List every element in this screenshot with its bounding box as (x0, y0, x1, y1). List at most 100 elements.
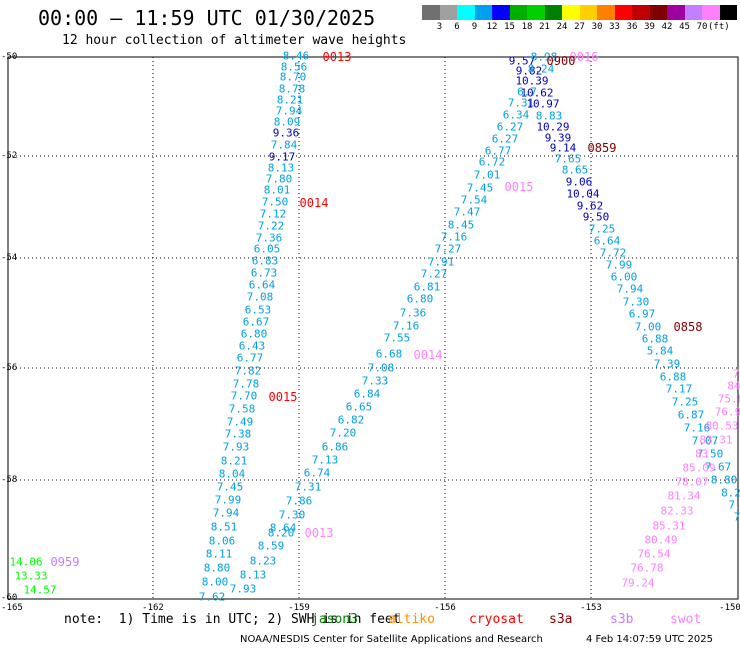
lon-label: -165 (1, 603, 23, 613)
wave-height-value: 6.88 (641, 332, 669, 346)
wave-height-value: 6.27 (491, 132, 519, 146)
legend-label: 27 (574, 22, 585, 32)
wave-height-value: 7.22 (257, 219, 285, 233)
wave-height-value: 6.27 (496, 120, 524, 134)
legend-label: 33 (609, 22, 620, 32)
wave-height-value: 8.46 (282, 49, 310, 63)
wave-height-value: 6.77 (236, 351, 264, 365)
wave-height-value: 7.31 (507, 96, 535, 110)
wave-height-value: 7.13 (311, 453, 339, 467)
legend-label: 21 (539, 22, 550, 32)
wave-height-value: 82.33 (660, 504, 694, 518)
legend-swatch (684, 5, 702, 20)
wave-height-value: 8.98 (530, 50, 558, 64)
wave-height-value: 10.39 (515, 74, 549, 88)
wave-height-value: 8.04 (218, 467, 246, 481)
pass-time-label: 0900 (546, 54, 576, 68)
wave-height-value: 80.49 (644, 533, 678, 547)
wave-height-value: 7.94 (616, 282, 644, 296)
legend-swatch (597, 5, 615, 20)
wave-height-value: 8.56 (280, 60, 308, 74)
wave-height-value: 6.64 (593, 234, 621, 248)
satellite-cryosat: cryosat (469, 612, 524, 627)
wave-height-value: 7.93 (222, 440, 250, 454)
lon-label: -159 (288, 603, 310, 613)
lat-label: -58 (1, 475, 18, 485)
map-title: 00:00 — 11:59 UTC 01/30/2025 (38, 6, 376, 30)
wave-height-value: 8.06 (208, 534, 236, 548)
wave-height-value: 6.65 (345, 400, 373, 414)
color-legend (422, 5, 737, 20)
lat-label: -50 (1, 52, 18, 62)
wave-height-value: 8.09 (273, 115, 301, 129)
wave-height-value: 8.80 (203, 561, 231, 575)
wave-height-value: 84 (727, 379, 740, 393)
color-legend-labels: 3 6 9 12 15 18 21 24 27 30 33 36 39 42 45 70 (422, 22, 740, 34)
satellite-altiko: altiko (388, 612, 435, 627)
wave-height-value: 6.86 (321, 440, 349, 454)
wave-height-value: 8.11 (205, 547, 233, 561)
wave-height-value: 9.36 (272, 126, 300, 140)
wave-height-value: 6.7 (517, 85, 537, 99)
wave-height-value: 6.67 (242, 315, 270, 329)
legend-label: 15 (504, 22, 515, 32)
legend-swatch (492, 5, 510, 20)
wave-height-value: 8.80 (710, 473, 738, 487)
wave-height-value: 6.80 (240, 327, 268, 341)
wave-height-value: 6.82 (337, 413, 365, 427)
wave-height-value: 8.70 (279, 70, 307, 84)
wave-height-value: 10.29 (536, 120, 570, 134)
wave-height-value: 8.2 (721, 486, 740, 500)
wave-height-value: 76.54 (637, 547, 671, 561)
wave-height-value: 7.62 (198, 590, 226, 604)
wave-height-value: 7.54 (460, 193, 488, 207)
wave-height-value: 7.93 (229, 582, 257, 596)
pass-time-label: 0014 (299, 196, 329, 210)
wave-height-value: 85.09 (682, 461, 716, 475)
legend-swatch (562, 5, 580, 20)
wave-height-value: 7.27 (434, 242, 462, 256)
wave-height-value: 7.45 (466, 181, 494, 195)
wave-height-value: 9.50 (582, 210, 610, 224)
wave-height-value: 7.00 (634, 320, 662, 334)
wave-height-value: 7.08 (367, 361, 395, 375)
wave-height-value: 6.00 (610, 270, 638, 284)
wave-height-value: 6.34 (502, 108, 530, 122)
timestamp: 4 Feb 14:07:59 UTC 2025 (586, 634, 713, 645)
wave-height-value: 7.50 (696, 447, 724, 461)
wave-height-value: 9.62 (576, 199, 604, 213)
wave-height-value: 83. (695, 447, 715, 461)
wave-height-value: 8.13 (239, 568, 267, 582)
wave-height-value: 75.8 (717, 392, 740, 406)
wave-height-value: 6.83 (251, 254, 279, 268)
wave-height-value: 7.36 (255, 231, 283, 245)
wave-height-value: 7.31 (294, 480, 322, 494)
legend-swatch (544, 5, 562, 20)
wave-height-value: 7.94 (212, 506, 240, 520)
pass-time-label: 0016 (569, 50, 599, 64)
wave-height-value: 8.64 (269, 521, 297, 535)
wave-height-value: 7.78 (232, 377, 260, 391)
legend-label: 70 (696, 22, 708, 32)
wave-height-value: 9.39 (544, 131, 572, 145)
pass-time-label: 0859 (587, 141, 617, 155)
wave-height-value: 6.77 (484, 144, 512, 158)
wave-height-value: 13.33 (14, 569, 48, 583)
wave-height-value: 7.39 (653, 357, 681, 371)
wave-height-value: 7.01 (473, 168, 501, 182)
wave-height-value: 9.06 (565, 175, 593, 189)
legend-label: 30 (591, 22, 603, 32)
wave-height-value: 6.80 (406, 292, 434, 306)
wave-height-value: 7.27 (420, 267, 448, 281)
legend-swatch (719, 5, 737, 20)
wave-height-value: 7.45 (216, 480, 244, 494)
wave-height-value: 6.53 (244, 303, 272, 317)
wave-height-value: 8.51 (210, 520, 238, 534)
legend-label: 18 (521, 22, 533, 32)
wave-height-value: 8.78 (278, 82, 306, 96)
wave-height-value: 7.16 (683, 421, 711, 435)
wave-height-value: 8.83 (535, 109, 563, 123)
legend-swatch (614, 5, 632, 20)
wave-height-value: 6.73 (250, 266, 278, 280)
wave-height-value: 7.25 (588, 222, 616, 236)
